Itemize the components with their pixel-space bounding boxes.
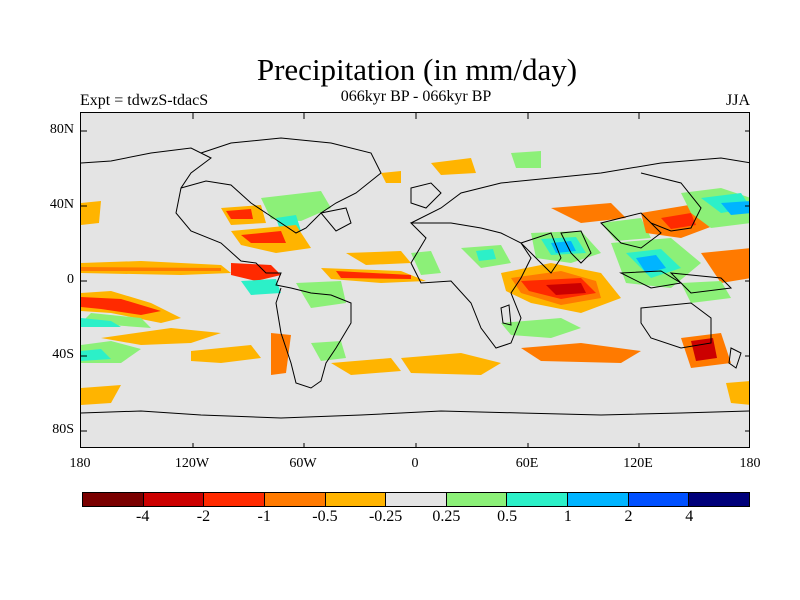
coastline [81,410,749,419]
anomaly-patch [261,191,331,221]
anomaly-patch [661,213,696,229]
coastline [520,232,562,274]
lon-label-120e: 120E [623,456,653,471]
anomaly-patch [401,353,501,375]
lat-label-80n: 80N [49,122,74,137]
anomaly-patch [241,279,281,295]
anomaly-patch [431,158,476,175]
colorbar-segment [628,493,690,506]
anomaly-patches [81,151,749,405]
coastline [560,230,592,264]
lon-label-60w: 60W [289,456,317,471]
coastline [600,212,662,249]
colorbar-segment [143,493,205,506]
lon-label-180e: 180 [739,456,761,471]
lon-label-180w: 180 [69,456,91,471]
anomaly-patch [701,248,749,283]
anomaly-patch [681,281,731,303]
map-ticks [81,113,749,447]
colorbar-label: -0.25 [368,508,403,525]
anomaly-patch [546,283,586,295]
plot-title: Precipitation (in mm/day) [256,52,578,87]
anomaly-patch [511,151,541,168]
lat-label-80s: 80S [52,422,74,437]
colorbar-label: 0.25 [432,508,461,525]
coastline [669,272,733,294]
season-label: JJA [726,92,751,109]
anomaly-patch [81,201,101,225]
anomaly-patch [81,349,111,361]
anomaly-patch [346,251,411,265]
anomaly-patch [521,343,641,363]
anomaly-patch [726,381,749,405]
lon-label-0: 0 [411,456,419,471]
coastline [409,222,532,349]
map-panel [80,112,750,448]
coastline [500,304,512,326]
colorbar-label: 0.5 [497,508,518,525]
colorbar-label: 2 [624,508,633,525]
anomaly-patch [81,385,121,405]
colorbar-label: 4 [685,508,694,525]
lon-label-60e: 60E [515,456,539,471]
anomaly-patch [636,255,666,273]
anomaly-patch [241,231,286,243]
experiment-label: Expt = tdwzS-tdacS [80,92,209,109]
coastlines [81,137,749,419]
anomaly-patch [381,171,401,183]
anomaly-patch [476,249,496,261]
coastline [320,207,352,232]
lon-label-120w: 120W [174,456,210,471]
anomaly-patch [331,358,401,375]
colorbar-segment [507,493,569,506]
anomaly-patch [721,201,749,215]
colorbar-label: -4 [136,508,150,525]
anomaly-patch [81,318,121,327]
anomaly-patch [81,297,161,315]
anomaly-patch [551,203,626,223]
anomaly-patch [411,251,441,275]
colorbar-segment [386,493,447,506]
colorbar-segment [446,493,508,506]
coastline [640,172,702,232]
anomaly-patch [271,333,291,375]
anomaly-patch [311,341,346,361]
anomaly-patch [81,313,151,328]
coastline [640,302,712,349]
colorbar-segment [204,493,265,506]
lat-label-0: 0 [67,272,74,287]
colorbar-segment [83,493,144,506]
time-period-label: 066kyr BP - 066kyr BP [340,88,492,105]
colorbar-label: -0.5 [312,508,338,525]
anomaly-patch [101,328,221,345]
colorbar-segment [689,493,750,506]
colorbar [82,492,750,507]
anomaly-patch [231,263,281,281]
anomaly-patch [226,209,253,219]
anomaly-patch [501,318,581,338]
precipitation-map [81,113,749,447]
anomaly-patch [336,271,411,279]
coastline [410,182,442,209]
coastline [728,347,742,369]
colorbar-segment [264,493,326,506]
anomaly-patch [691,338,717,361]
anomaly-patch [191,345,261,363]
coastline [410,157,749,224]
anomaly-patch [81,267,221,271]
colorbar-segment [568,493,629,506]
lat-label-40n: 40N [49,197,74,212]
colorbar-label: 1 [563,508,572,525]
colorbar-segment [325,493,387,506]
colorbar-label: -2 [196,508,211,525]
lat-label-40s: 40S [52,347,74,362]
coastline [81,147,352,389]
colorbar-label: -1 [257,508,271,525]
